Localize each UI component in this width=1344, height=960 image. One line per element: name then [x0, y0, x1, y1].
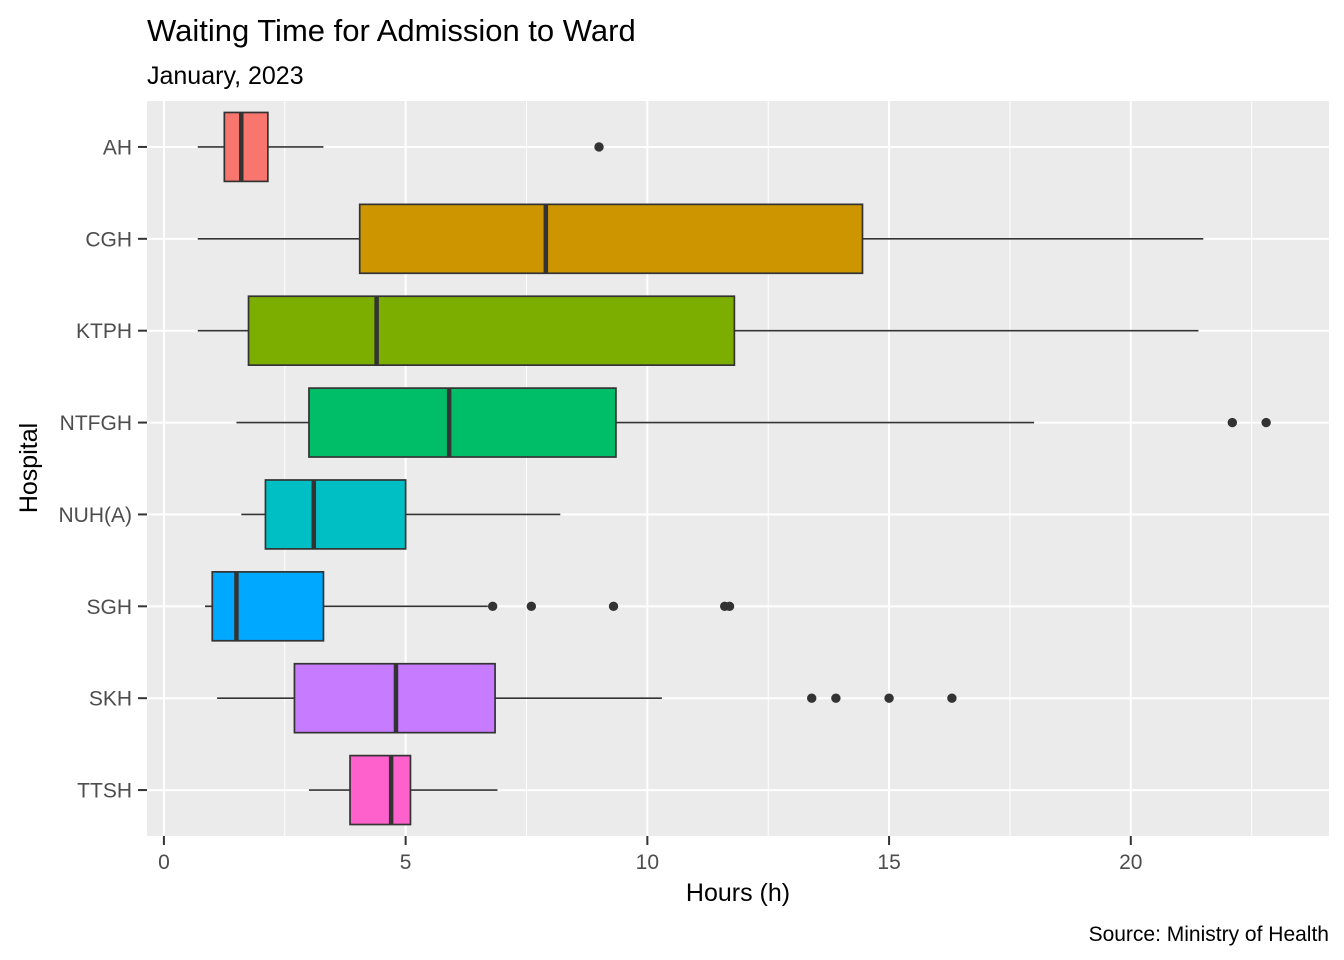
- chart-caption: Source: Ministry of Health: [1089, 923, 1329, 946]
- box-group-ntfgh: [236, 387, 1271, 458]
- box-group-skh: [217, 662, 957, 734]
- box-iqr: [349, 754, 412, 826]
- x-tick-label: 15: [877, 851, 900, 874]
- outlier-point: [1261, 417, 1271, 428]
- y-tick-label: TTSH: [77, 780, 132, 803]
- outlier-point: [947, 693, 957, 703]
- outlier-point: [807, 693, 817, 703]
- chart-title: Waiting Time for Admission to Ward: [147, 13, 636, 48]
- box-group-sgh: [205, 571, 735, 642]
- box-iqr: [308, 387, 617, 458]
- y-tick-label: SKH: [89, 688, 132, 711]
- outlier-point: [831, 693, 841, 703]
- box-group-ktph: [197, 295, 1199, 366]
- box-iqr: [264, 479, 407, 550]
- y-tick-label: KTPH: [76, 320, 132, 343]
- box-group-ah: [197, 111, 604, 183]
- outlier-point: [526, 601, 537, 612]
- y-tick-label: AH: [103, 136, 132, 159]
- box-iqr: [358, 203, 864, 275]
- x-tick-label: 5: [400, 851, 412, 874]
- y-tick-label: NUH(A): [59, 504, 133, 527]
- x-axis-title: Hours (h): [686, 879, 790, 907]
- box-group-nuha: [241, 479, 561, 550]
- x-axis: 0 5 10 15 20: [158, 836, 1142, 874]
- box-iqr: [223, 111, 269, 183]
- x-tick-label: 0: [158, 851, 170, 874]
- box-group-cgh: [197, 203, 1204, 275]
- box-iqr: [211, 571, 325, 642]
- x-tick-label: 20: [1119, 851, 1142, 874]
- y-tick-label: SGH: [86, 596, 132, 619]
- outlier-point: [884, 693, 894, 703]
- box-iqr: [247, 295, 736, 366]
- box-group-ttsh: [308, 754, 498, 826]
- y-axis-title: Hospital: [15, 423, 43, 513]
- y-axis: AH CGH KTPH NTFGH NUH(A) SGH SKH TTSH: [59, 136, 147, 803]
- y-tick-label: NTFGH: [60, 412, 132, 435]
- chart-subtitle: January, 2023: [147, 62, 304, 90]
- outlier-point: [608, 601, 619, 612]
- outlier-point: [724, 601, 735, 612]
- boxes-layer: [197, 111, 1271, 826]
- outlier-point: [594, 142, 604, 152]
- x-tick-label: 10: [636, 851, 659, 874]
- outlier-point: [1227, 417, 1238, 428]
- outlier-point: [487, 601, 498, 612]
- y-tick-label: CGH: [85, 228, 132, 251]
